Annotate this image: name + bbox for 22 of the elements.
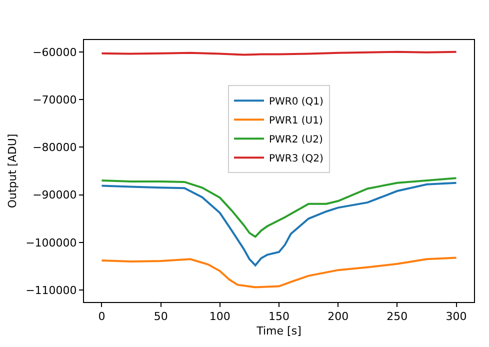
legend-label: PWR0 (Q1) — [269, 96, 324, 108]
x-tick-label: 50 — [154, 310, 168, 324]
x-tick-label: 0 — [98, 310, 106, 324]
y-tick-label: −80000 — [32, 141, 77, 154]
x-tick-label: 100 — [209, 310, 230, 324]
legend-label: PWR3 (Q2) — [269, 153, 324, 164]
y-tick-label: −90000 — [32, 188, 77, 202]
x-tick-label: 200 — [328, 310, 349, 324]
line-series — [100, 177, 458, 238]
line-series — [100, 256, 458, 288]
legend-label: PWR2 (U2) — [269, 134, 323, 146]
y-tick-label: −100000 — [26, 236, 77, 250]
y-tick-label: −60000 — [32, 46, 77, 59]
y-tick-label: −70000 — [32, 93, 77, 106]
line-series — [100, 182, 458, 266]
y-tick-label: −110000 — [26, 284, 77, 297]
y-axis-title: Output [ADU] — [6, 134, 20, 208]
x-axis-title: Time [s] — [256, 324, 302, 338]
x-tick-label: 250 — [386, 310, 408, 324]
x-tick-label: 300 — [446, 310, 467, 324]
x-tick-label: 150 — [268, 310, 290, 324]
legend-label: PWR1 (U1) — [269, 115, 323, 126]
